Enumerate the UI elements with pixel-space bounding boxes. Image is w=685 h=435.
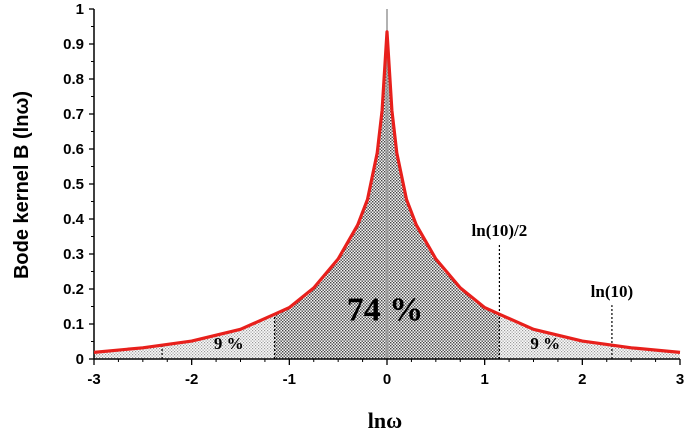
marker-label: ln(10) xyxy=(591,282,634,301)
x-tick-label: 3 xyxy=(676,371,684,388)
side-percent-label: 9 % xyxy=(214,334,244,353)
y-tick-label: 0.6 xyxy=(63,141,84,158)
axes: 0 0.1 0.2 0.3 0.4 0.5 0.6 0.7 0.8 0.9 1 -3 -2 -1 0 1 2 3 xyxy=(63,1,684,388)
x-tick-label: -2 xyxy=(185,371,198,388)
y-tick-label: 0.8 xyxy=(63,71,84,88)
center-percent-label: 74 % xyxy=(347,292,424,329)
shade-right xyxy=(499,314,680,359)
y-tick-label: 0.9 xyxy=(63,36,84,53)
y-tick-label: 0.7 xyxy=(63,106,84,123)
shade-left xyxy=(94,314,275,359)
y-tick-label: 0.1 xyxy=(63,316,84,333)
bode-kernel-curve xyxy=(93,30,681,354)
x-tick-label: 0 xyxy=(383,371,391,388)
y-tick-label: 0.3 xyxy=(63,246,84,263)
labels: lnω Bode kernel B (lnω) ln(10)/2 ln(10) 74 %… xyxy=(11,91,633,433)
marker-lines xyxy=(161,9,613,359)
y-axis-title: Bode kernel B (lnω) xyxy=(11,91,33,279)
curve-layer xyxy=(93,30,681,354)
marker-label: ln(10)/2 xyxy=(472,221,528,240)
y-tick-label: 1 xyxy=(76,1,84,18)
y-tick-label: 0 xyxy=(76,351,84,368)
x-axis-title: lnω xyxy=(368,408,402,433)
y-tick-label: 0.5 xyxy=(63,176,84,193)
x-tick-label: -3 xyxy=(87,371,100,388)
side-percent-label: 9 % xyxy=(530,334,560,353)
y-tick-label: 0.2 xyxy=(63,281,84,298)
x-tick-label: 2 xyxy=(578,371,586,388)
x-tick-label: 1 xyxy=(480,371,488,388)
y-tick-label: 0.4 xyxy=(63,211,85,228)
x-tick-label: -1 xyxy=(283,371,296,388)
